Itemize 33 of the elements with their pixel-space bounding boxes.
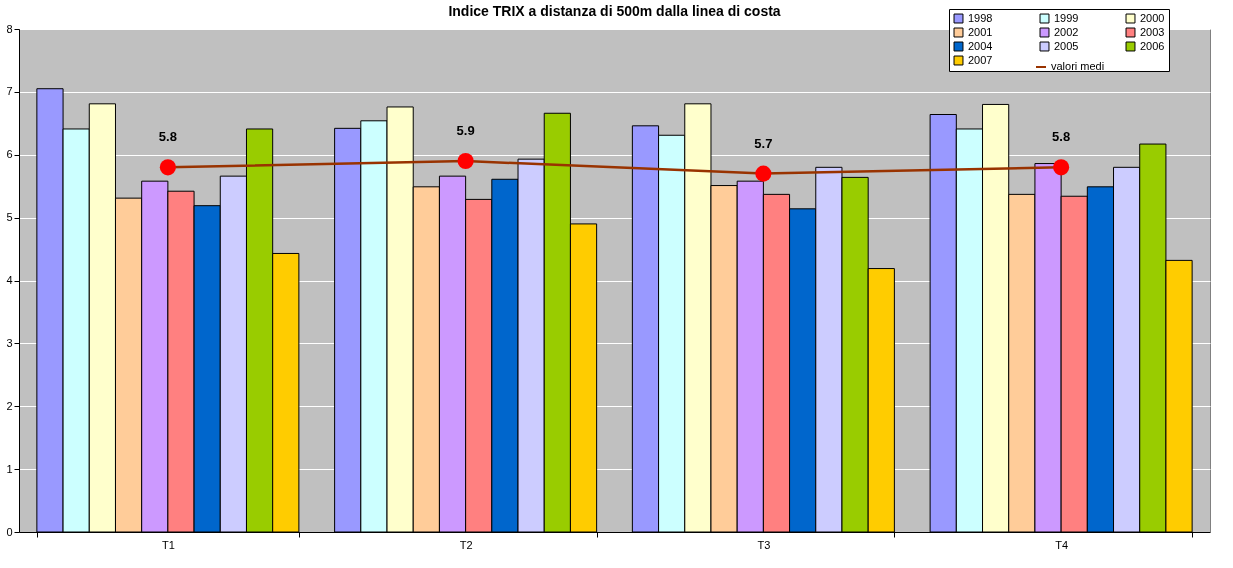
legend-label: 2003 <box>1140 25 1165 38</box>
x-tick-label: T3 <box>757 538 771 551</box>
y-tick-label: 7 <box>6 85 13 98</box>
y-tick-label: 5 <box>6 211 13 224</box>
y-tick-label: 0 <box>6 525 13 538</box>
point <box>755 165 772 182</box>
data-label: 5.8 <box>1052 129 1071 145</box>
y-tick-label: 2 <box>6 399 13 412</box>
y-tick-label: 6 <box>6 148 13 161</box>
x-tick-label: T1 <box>161 538 175 551</box>
data-label: 5.7 <box>754 135 773 151</box>
legend-label: 2001 <box>968 25 993 38</box>
legend-label: 2004 <box>968 39 993 52</box>
point <box>457 152 474 170</box>
data-label: 5.9 <box>456 123 475 139</box>
y-tick-label: 4 <box>6 274 13 286</box>
y-tick-label: 8 <box>6 22 13 35</box>
point <box>159 159 176 176</box>
legend-label: 1999 <box>1054 11 1079 24</box>
x-tick-label: T4 <box>1055 538 1069 551</box>
legend-label: 2002 <box>1054 25 1079 38</box>
legend-label: 2007 <box>968 53 993 66</box>
legend-label: 2006 <box>1140 39 1165 52</box>
y-tick-label: 3 <box>6 336 13 349</box>
point <box>1053 159 1070 176</box>
legend-label: 2000 <box>1140 11 1165 24</box>
chart-title: Indice TRIX a distanza di 500m dalla linea di costa <box>448 3 781 19</box>
legend-label: valori medi <box>1051 60 1105 72</box>
data-label: 5.8 <box>158 129 177 145</box>
legend-label: 2005 <box>1054 39 1079 52</box>
y-tick-label: 1 <box>6 462 13 475</box>
x-tick-label: T2 <box>459 538 473 551</box>
legend-label: 1998 <box>968 11 993 24</box>
